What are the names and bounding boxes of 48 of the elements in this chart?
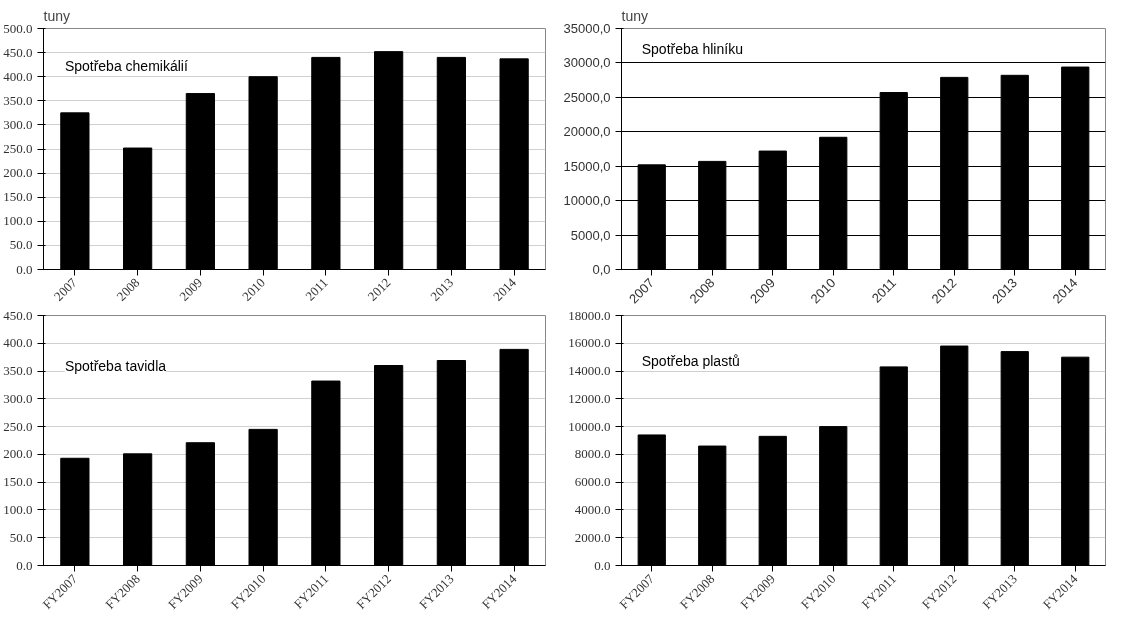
y-tick-label: 500.0 (3, 20, 33, 36)
text: Spotřeba tavidla (64, 357, 167, 374)
y-tick-label: 400.0 (3, 68, 33, 84)
x-tick-label: 2010 (239, 274, 269, 304)
y-tick-label: 2000.0 (574, 529, 611, 545)
y-tick-label: 300.0 (3, 390, 33, 406)
y-tick-label: 15000,0 (563, 158, 611, 174)
y-tick-label: 25000,0 (563, 89, 611, 105)
y-tick-label: 150.0 (3, 474, 33, 490)
y-tick-label: 4000.0 (574, 501, 611, 517)
y-tick-label: 18000.0 (568, 307, 611, 323)
y-tick-label: 10000.0 (568, 418, 611, 434)
y-tick-label: 35000,0 (563, 21, 611, 36)
text: Spotřeba chemikálií (64, 57, 188, 74)
text: Spotřeba plastů (641, 352, 740, 369)
y-tick-label: 0.0 (16, 261, 33, 277)
y-tick-label: 350.0 (3, 363, 33, 379)
y-tick-label: 450.0 (3, 307, 33, 323)
y-tick-label: 0,0 (592, 262, 611, 277)
y-tick-label: 14000.0 (568, 363, 611, 379)
x-tick-label: 2011 (302, 274, 331, 304)
y-tick-label: 30000,0 (563, 55, 611, 71)
y-tick-label: 0.0 (16, 557, 33, 573)
y-tick-label: 50.0 (9, 529, 33, 545)
y-tick-label: 5000,0 (570, 227, 611, 243)
y-tick-label: 16000.0 (568, 335, 611, 351)
y-tick-label: 100.0 (3, 501, 33, 517)
y-tick-label: 100.0 (3, 213, 33, 229)
y-tick-label: 350.0 (3, 92, 33, 108)
x-tick-label: 2009 (176, 274, 206, 304)
y-tick-label: 150.0 (3, 189, 33, 205)
y-tick-label: 6000.0 (574, 474, 611, 490)
y-axis-title: tuny (621, 7, 648, 24)
text: Spotřeba hliníku (641, 40, 743, 57)
y-tick-label: 300.0 (3, 116, 33, 132)
y-tick-label: 250.0 (3, 141, 33, 156)
y-tick-label: 400.0 (3, 335, 33, 351)
y-tick-label: 10000,0 (563, 193, 611, 209)
y-tick-label: 200.0 (3, 165, 33, 181)
y-tick-label: 0.0 (594, 557, 611, 573)
y-tick-label: 450.0 (3, 44, 33, 60)
y-tick-label: 12000.0 (568, 390, 611, 406)
y-tick-label: 250.0 (3, 418, 33, 434)
y-axis-title: tuny (43, 7, 70, 24)
y-tick-label: 8000.0 (574, 446, 611, 462)
y-tick-label: 20000,0 (563, 124, 611, 140)
y-tick-label: 50.0 (9, 237, 33, 253)
y-tick-label: 200.0 (3, 446, 33, 462)
